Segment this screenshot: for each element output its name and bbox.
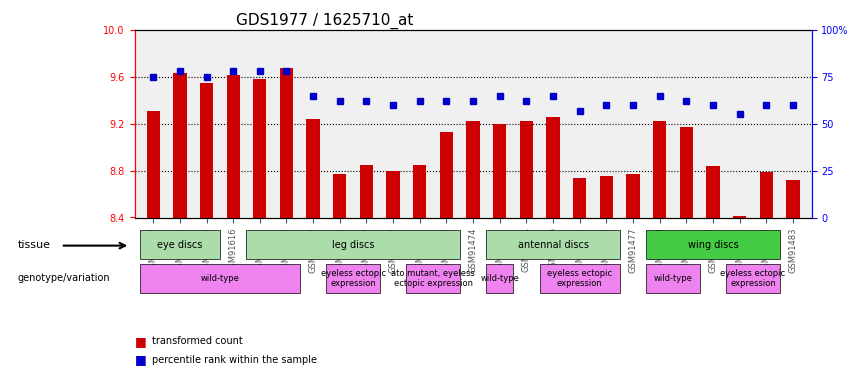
Text: eyeless ectopic
expression: eyeless ectopic expression [320,269,385,288]
Text: ato mutant, eyeless
ectopic expression: ato mutant, eyeless ectopic expression [391,269,475,288]
Bar [227,75,240,217]
FancyBboxPatch shape [647,230,779,259]
Bar [466,122,480,218]
Text: GDS1977 / 1625710_at: GDS1977 / 1625710_at [236,12,413,28]
Bar [493,124,506,218]
Bar [573,178,587,218]
Text: antennal discs: antennal discs [517,240,589,250]
Text: wing discs: wing discs [687,240,739,250]
Bar [333,174,346,217]
Bar [413,165,426,218]
FancyBboxPatch shape [486,230,620,259]
Text: ■: ■ [135,354,147,366]
Text: transformed count: transformed count [152,336,243,346]
FancyBboxPatch shape [326,264,380,293]
Text: wild-type: wild-type [480,274,519,283]
Bar [279,68,293,218]
Text: eyeless ectopic
expression: eyeless ectopic expression [547,269,612,288]
Text: wild-type: wild-type [654,274,693,283]
Text: tissue: tissue [17,240,50,250]
Bar [707,166,720,218]
FancyBboxPatch shape [540,264,620,293]
Text: leg discs: leg discs [332,240,374,250]
Bar [359,165,373,218]
FancyBboxPatch shape [647,264,700,293]
Bar [546,117,560,218]
Bar [600,177,613,218]
Text: genotype/variation: genotype/variation [17,273,110,284]
FancyBboxPatch shape [247,230,460,259]
Bar [147,111,160,218]
Bar [200,83,214,218]
Bar [174,74,187,217]
Bar [786,180,799,218]
Bar [733,216,746,217]
FancyBboxPatch shape [140,264,299,293]
Bar [627,174,640,217]
FancyBboxPatch shape [406,264,460,293]
Bar [653,122,667,218]
Text: eyeless ectopic
expression: eyeless ectopic expression [720,269,786,288]
Bar [306,119,319,218]
FancyBboxPatch shape [486,264,513,293]
Bar [440,132,453,218]
Text: percentile rank within the sample: percentile rank within the sample [152,355,317,365]
Bar [680,127,693,218]
Text: eye discs: eye discs [157,240,202,250]
FancyBboxPatch shape [140,230,220,259]
Bar [760,172,773,217]
Bar [520,122,533,218]
Text: wild-type: wild-type [201,274,240,283]
Bar [253,79,266,218]
Bar [386,171,400,217]
FancyBboxPatch shape [727,264,779,293]
Text: ■: ■ [135,335,147,348]
